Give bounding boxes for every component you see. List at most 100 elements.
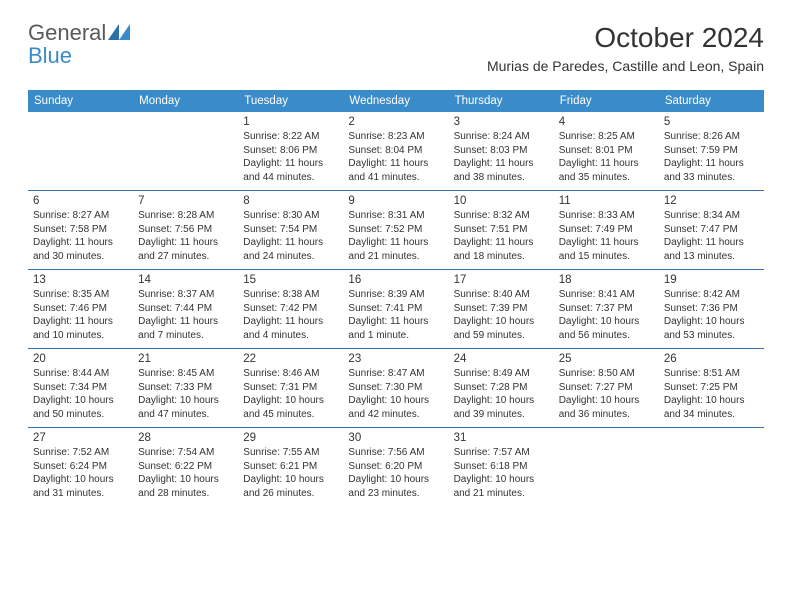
- week-row: 1Sunrise: 8:22 AMSunset: 8:06 PMDaylight…: [28, 112, 764, 191]
- day-number: 23: [348, 353, 443, 365]
- day-info: Sunrise: 7:52 AMSunset: 6:24 PMDaylight:…: [33, 446, 128, 500]
- day-cell: 16Sunrise: 8:39 AMSunset: 7:41 PMDayligh…: [343, 270, 448, 348]
- empty-cell: [659, 428, 764, 506]
- day-number: 14: [138, 274, 233, 286]
- day-cell: 23Sunrise: 8:47 AMSunset: 7:30 PMDayligh…: [343, 349, 448, 427]
- day-header: Friday: [554, 90, 659, 112]
- day-info: Sunrise: 8:27 AMSunset: 7:58 PMDaylight:…: [33, 209, 128, 263]
- month-title: October 2024: [487, 22, 764, 54]
- day-number: 15: [243, 274, 338, 286]
- day-info: Sunrise: 7:57 AMSunset: 6:18 PMDaylight:…: [454, 446, 549, 500]
- day-number: 19: [664, 274, 759, 286]
- day-info: Sunrise: 8:50 AMSunset: 7:27 PMDaylight:…: [559, 367, 654, 421]
- logo-text-wrap: General Blue: [28, 22, 130, 68]
- day-info: Sunrise: 8:33 AMSunset: 7:49 PMDaylight:…: [559, 209, 654, 263]
- day-cell: 31Sunrise: 7:57 AMSunset: 6:18 PMDayligh…: [449, 428, 554, 506]
- day-number: 17: [454, 274, 549, 286]
- day-cell: 30 Sunrise: 7:56 AMSunset: 6:20 PMDayligh…: [343, 428, 448, 506]
- day-cell: 12 Sunrise: 8:34 AMSunset: 7:47 PMDayligh…: [659, 191, 764, 269]
- day-number: 27: [33, 432, 128, 444]
- day-info: Sunrise: 8:25 AMSunset: 8:01 PMDaylight:…: [559, 130, 654, 184]
- day-number: 30: [348, 432, 443, 444]
- day-cell: 24 Sunrise: 8:49 AMSunset: 7:28 PMDayligh…: [449, 349, 554, 427]
- day-info: Sunrise: 8:46 AMSunset: 7:31 PMDaylight:…: [243, 367, 338, 421]
- week-row: 13 Sunrise: 8:35 AMSunset: 7:46 PMDayligh…: [28, 270, 764, 349]
- day-number: 22: [243, 353, 338, 365]
- day-number: 29: [243, 432, 338, 444]
- day-info: Sunrise: 8:34 AMSunset: 7:47 PMDaylight:…: [664, 209, 759, 263]
- day-cell: 14 Sunrise: 8:37 AMSunset: 7:44 PMDayligh…: [133, 270, 238, 348]
- day-number: 26: [664, 353, 759, 365]
- calendar: SundayMondayTuesdayWednesdayThursdayFrid…: [28, 90, 764, 506]
- location: Murias de Paredes, Castille and Leon, Sp…: [487, 58, 764, 74]
- logo-word2: Blue: [28, 43, 72, 68]
- day-info: Sunrise: 8:22 AMSunset: 8:06 PMDaylight:…: [243, 130, 338, 184]
- day-header: Thursday: [449, 90, 554, 112]
- day-number: 7: [138, 195, 233, 207]
- day-info: Sunrise: 8:31 AMSunset: 7:52 PMDaylight:…: [348, 209, 443, 263]
- logo: General Blue: [28, 22, 130, 68]
- day-info: Sunrise: 7:54 AMSunset: 6:22 PMDaylight:…: [138, 446, 233, 500]
- day-info: Sunrise: 8:44 AMSunset: 7:34 PMDaylight:…: [33, 367, 128, 421]
- weeks: 1Sunrise: 8:22 AMSunset: 8:06 PMDaylight…: [28, 112, 764, 506]
- title-block: October 2024 Murias de Paredes, Castille…: [487, 22, 764, 74]
- day-number: 2: [348, 116, 443, 128]
- day-info: Sunrise: 8:28 AMSunset: 7:56 PMDaylight:…: [138, 209, 233, 263]
- day-number: 5: [664, 116, 759, 128]
- day-header: Saturday: [659, 90, 764, 112]
- day-cell: 3Sunrise: 8:24 AMSunset: 8:03 PMDaylight…: [449, 112, 554, 190]
- day-cell: 10 Sunrise: 8:32 AMSunset: 7:51 PMDayligh…: [449, 191, 554, 269]
- day-header: Monday: [133, 90, 238, 112]
- day-cell: 15Sunrise: 8:38 AMSunset: 7:42 PMDayligh…: [238, 270, 343, 348]
- day-number: 4: [559, 116, 654, 128]
- empty-cell: [554, 428, 659, 506]
- day-number: 13: [33, 274, 128, 286]
- day-info: Sunrise: 8:30 AMSunset: 7:54 PMDaylight:…: [243, 209, 338, 263]
- day-number: 28: [138, 432, 233, 444]
- day-cell: 27 Sunrise: 7:52 AMSunset: 6:24 PMDayligh…: [28, 428, 133, 506]
- logo-triangle-icon: [108, 24, 130, 45]
- day-header: Sunday: [28, 90, 133, 112]
- day-cell: 5Sunrise: 8:26 AMSunset: 7:59 PMDaylight…: [659, 112, 764, 190]
- day-info: Sunrise: 8:51 AMSunset: 7:25 PMDaylight:…: [664, 367, 759, 421]
- day-info: Sunrise: 8:45 AMSunset: 7:33 PMDaylight:…: [138, 367, 233, 421]
- day-cell: 7 Sunrise: 8:28 AMSunset: 7:56 PMDaylight…: [133, 191, 238, 269]
- day-number: 3: [454, 116, 549, 128]
- day-cell: 29 Sunrise: 7:55 AMSunset: 6:21 PMDayligh…: [238, 428, 343, 506]
- day-cell: 2 Sunrise: 8:23 AMSunset: 8:04 PMDaylight…: [343, 112, 448, 190]
- day-number: 11: [559, 195, 654, 207]
- day-cell: 11 Sunrise: 8:33 AMSunset: 7:49 PMDayligh…: [554, 191, 659, 269]
- day-number: 10: [454, 195, 549, 207]
- logo-word1: General: [28, 20, 106, 45]
- day-info: Sunrise: 8:49 AMSunset: 7:28 PMDaylight:…: [454, 367, 549, 421]
- empty-cell: [133, 112, 238, 190]
- day-number: 20: [33, 353, 128, 365]
- day-info: Sunrise: 8:41 AMSunset: 7:37 PMDaylight:…: [559, 288, 654, 342]
- day-info: Sunrise: 8:32 AMSunset: 7:51 PMDaylight:…: [454, 209, 549, 263]
- day-cell: 21 Sunrise: 8:45 AMSunset: 7:33 PMDayligh…: [133, 349, 238, 427]
- day-cell: 28 Sunrise: 7:54 AMSunset: 6:22 PMDayligh…: [133, 428, 238, 506]
- day-cell: 19Sunrise: 8:42 AMSunset: 7:36 PMDayligh…: [659, 270, 764, 348]
- header: General Blue October 2024 Murias de Pare…: [0, 0, 792, 82]
- day-header: Wednesday: [343, 90, 448, 112]
- day-cell: 26 Sunrise: 8:51 AMSunset: 7:25 PMDayligh…: [659, 349, 764, 427]
- day-info: Sunrise: 7:55 AMSunset: 6:21 PMDaylight:…: [243, 446, 338, 500]
- day-number: 21: [138, 353, 233, 365]
- week-row: 6 Sunrise: 8:27 AMSunset: 7:58 PMDaylight…: [28, 191, 764, 270]
- day-info: Sunrise: 7:56 AMSunset: 6:20 PMDaylight:…: [348, 446, 443, 500]
- day-cell: 8Sunrise: 8:30 AMSunset: 7:54 PMDaylight…: [238, 191, 343, 269]
- day-headers-row: SundayMondayTuesdayWednesdayThursdayFrid…: [28, 90, 764, 112]
- day-info: Sunrise: 8:35 AMSunset: 7:46 PMDaylight:…: [33, 288, 128, 342]
- day-number: 6: [33, 195, 128, 207]
- day-number: 9: [348, 195, 443, 207]
- day-info: Sunrise: 8:23 AMSunset: 8:04 PMDaylight:…: [348, 130, 443, 184]
- day-cell: 6 Sunrise: 8:27 AMSunset: 7:58 PMDaylight…: [28, 191, 133, 269]
- week-row: 27 Sunrise: 7:52 AMSunset: 6:24 PMDayligh…: [28, 428, 764, 506]
- day-cell: 4 Sunrise: 8:25 AMSunset: 8:01 PMDaylight…: [554, 112, 659, 190]
- day-cell: 25Sunrise: 8:50 AMSunset: 7:27 PMDayligh…: [554, 349, 659, 427]
- day-number: 12: [664, 195, 759, 207]
- day-number: 24: [454, 353, 549, 365]
- day-info: Sunrise: 8:40 AMSunset: 7:39 PMDaylight:…: [454, 288, 549, 342]
- day-cell: 20 Sunrise: 8:44 AMSunset: 7:34 PMDayligh…: [28, 349, 133, 427]
- day-info: Sunrise: 8:37 AMSunset: 7:44 PMDaylight:…: [138, 288, 233, 342]
